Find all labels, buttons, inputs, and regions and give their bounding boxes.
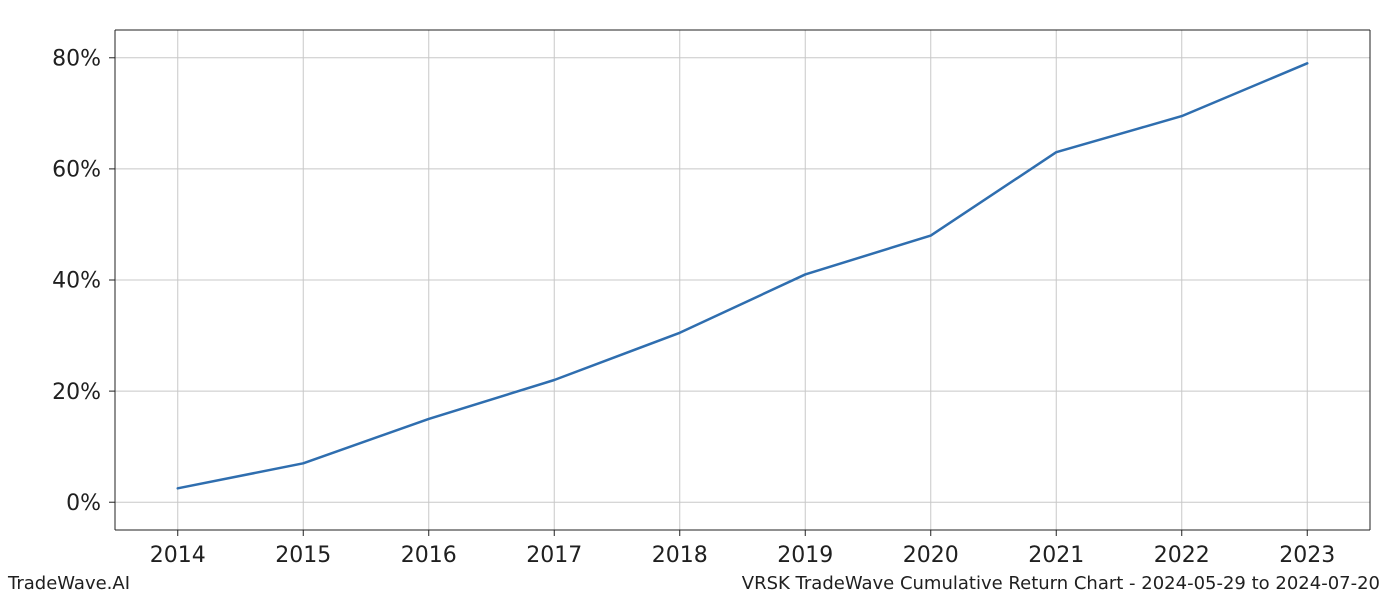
x-tick-label: 2015 [275, 543, 331, 568]
x-tick-label: 2014 [150, 543, 206, 568]
x-tick-label: 2019 [777, 543, 833, 568]
y-tick-label: 40% [52, 269, 101, 294]
x-tick-label: 2016 [401, 543, 457, 568]
x-tick-label: 2021 [1028, 543, 1084, 568]
x-tick-label: 2017 [526, 543, 582, 568]
x-tick-label: 2022 [1154, 543, 1210, 568]
x-tick-label: 2018 [652, 543, 708, 568]
x-tick-label: 2023 [1279, 543, 1335, 568]
y-tick-label: 20% [52, 380, 101, 405]
y-tick-label: 0% [66, 491, 101, 516]
line-chart: 2014 2015 2016 2017 2018 2019 2020 2021 2022 2023… [0, 0, 1400, 600]
chart-container: 2014 2015 2016 2017 2018 2019 2020 2021 2022 2023… [0, 0, 1400, 600]
x-tick-label: 2020 [903, 543, 959, 568]
y-tick-label: 80% [52, 46, 101, 71]
y-tick-label: 60% [52, 158, 101, 183]
